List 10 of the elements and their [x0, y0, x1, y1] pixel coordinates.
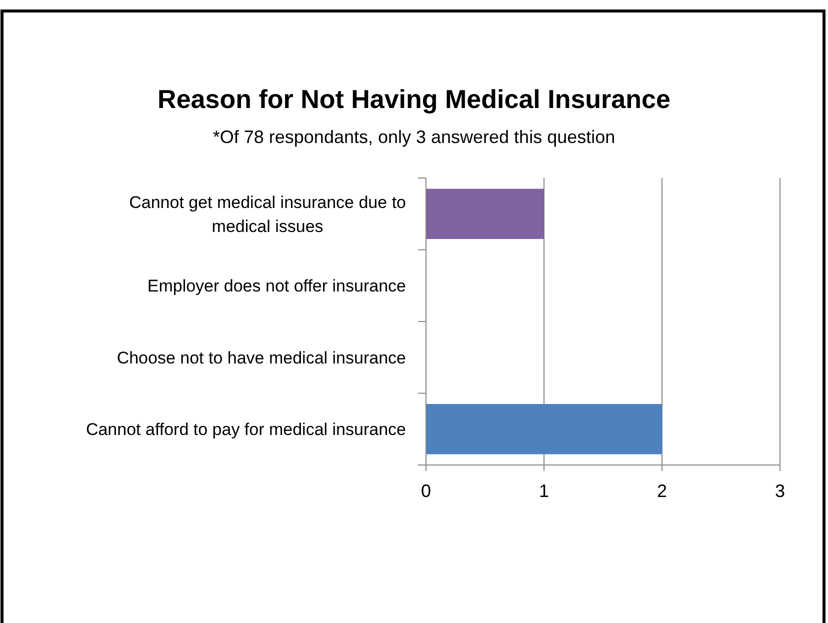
- chart-subtitle: *Of 78 respondants, only 3 answered this question: [212, 127, 616, 147]
- chart-title: Reason for Not Having Medical Insurance: [158, 84, 670, 114]
- y-tick-label: Employer does not offer insurance: [147, 276, 406, 296]
- y-tick-label: Cannot get medical insurance due to medical issues: [129, 192, 406, 236]
- x-tick-label: 3: [774, 481, 786, 501]
- x-tick-label: 2: [656, 481, 668, 501]
- x-tick-label: 1: [538, 481, 550, 501]
- x-tick-label: 0: [420, 481, 432, 501]
- y-tick-label: Cannot afford to pay for medical insurance: [86, 420, 406, 440]
- y-tick-label: Choose not to have medical insurance: [116, 348, 406, 368]
